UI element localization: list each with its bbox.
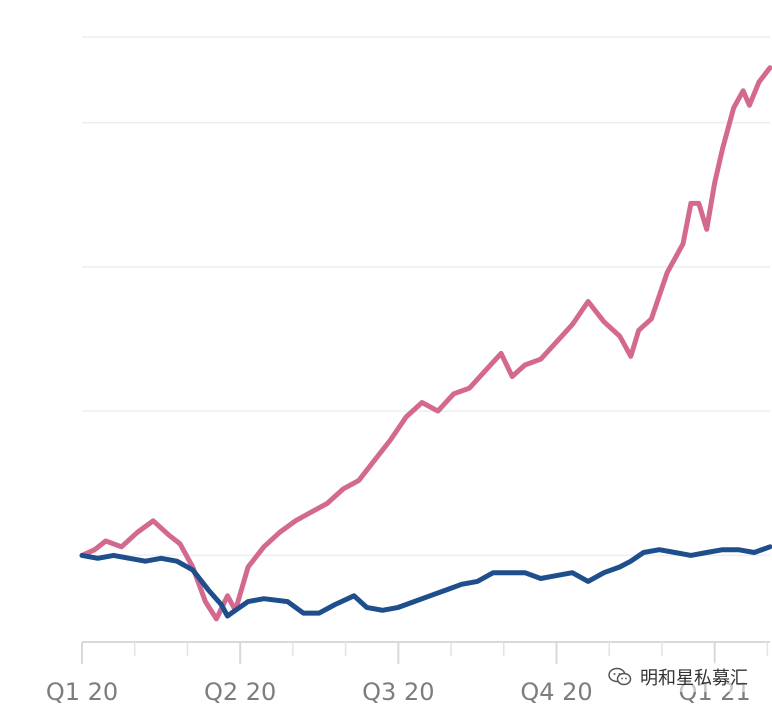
- series-line-blue: [79, 544, 772, 619]
- watermark: 明和星私募汇: [602, 662, 754, 692]
- gridlines: [82, 36, 770, 557]
- series-line-pink: [79, 65, 772, 622]
- x-tick-label: Q1 20: [46, 678, 118, 706]
- watermark-text: 明和星私募汇: [640, 668, 748, 689]
- x-tick-label: Q3 20: [362, 678, 434, 706]
- wechat-icon: [608, 667, 632, 686]
- x-tick-label: Q4 20: [520, 678, 592, 706]
- x-tick-label: Q2 20: [204, 678, 276, 706]
- x-axis: [81, 641, 770, 664]
- x-tick-labels: Q1 20 Q2 20 Q3 20 Q4 20 Q1 21: [46, 678, 751, 706]
- series-lines: [79, 65, 772, 622]
